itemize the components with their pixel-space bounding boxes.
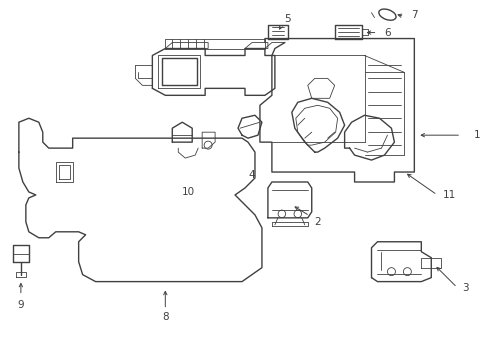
Text: 1: 1: [474, 130, 480, 140]
Text: 7: 7: [411, 10, 417, 20]
Text: 2: 2: [315, 217, 321, 227]
Text: 4: 4: [248, 170, 255, 180]
Text: 11: 11: [442, 190, 456, 200]
Text: 5: 5: [285, 14, 291, 24]
Text: 8: 8: [162, 312, 169, 323]
Text: 9: 9: [18, 300, 24, 310]
Text: 3: 3: [462, 283, 468, 293]
Text: 10: 10: [182, 187, 195, 197]
Text: 6: 6: [384, 28, 391, 37]
